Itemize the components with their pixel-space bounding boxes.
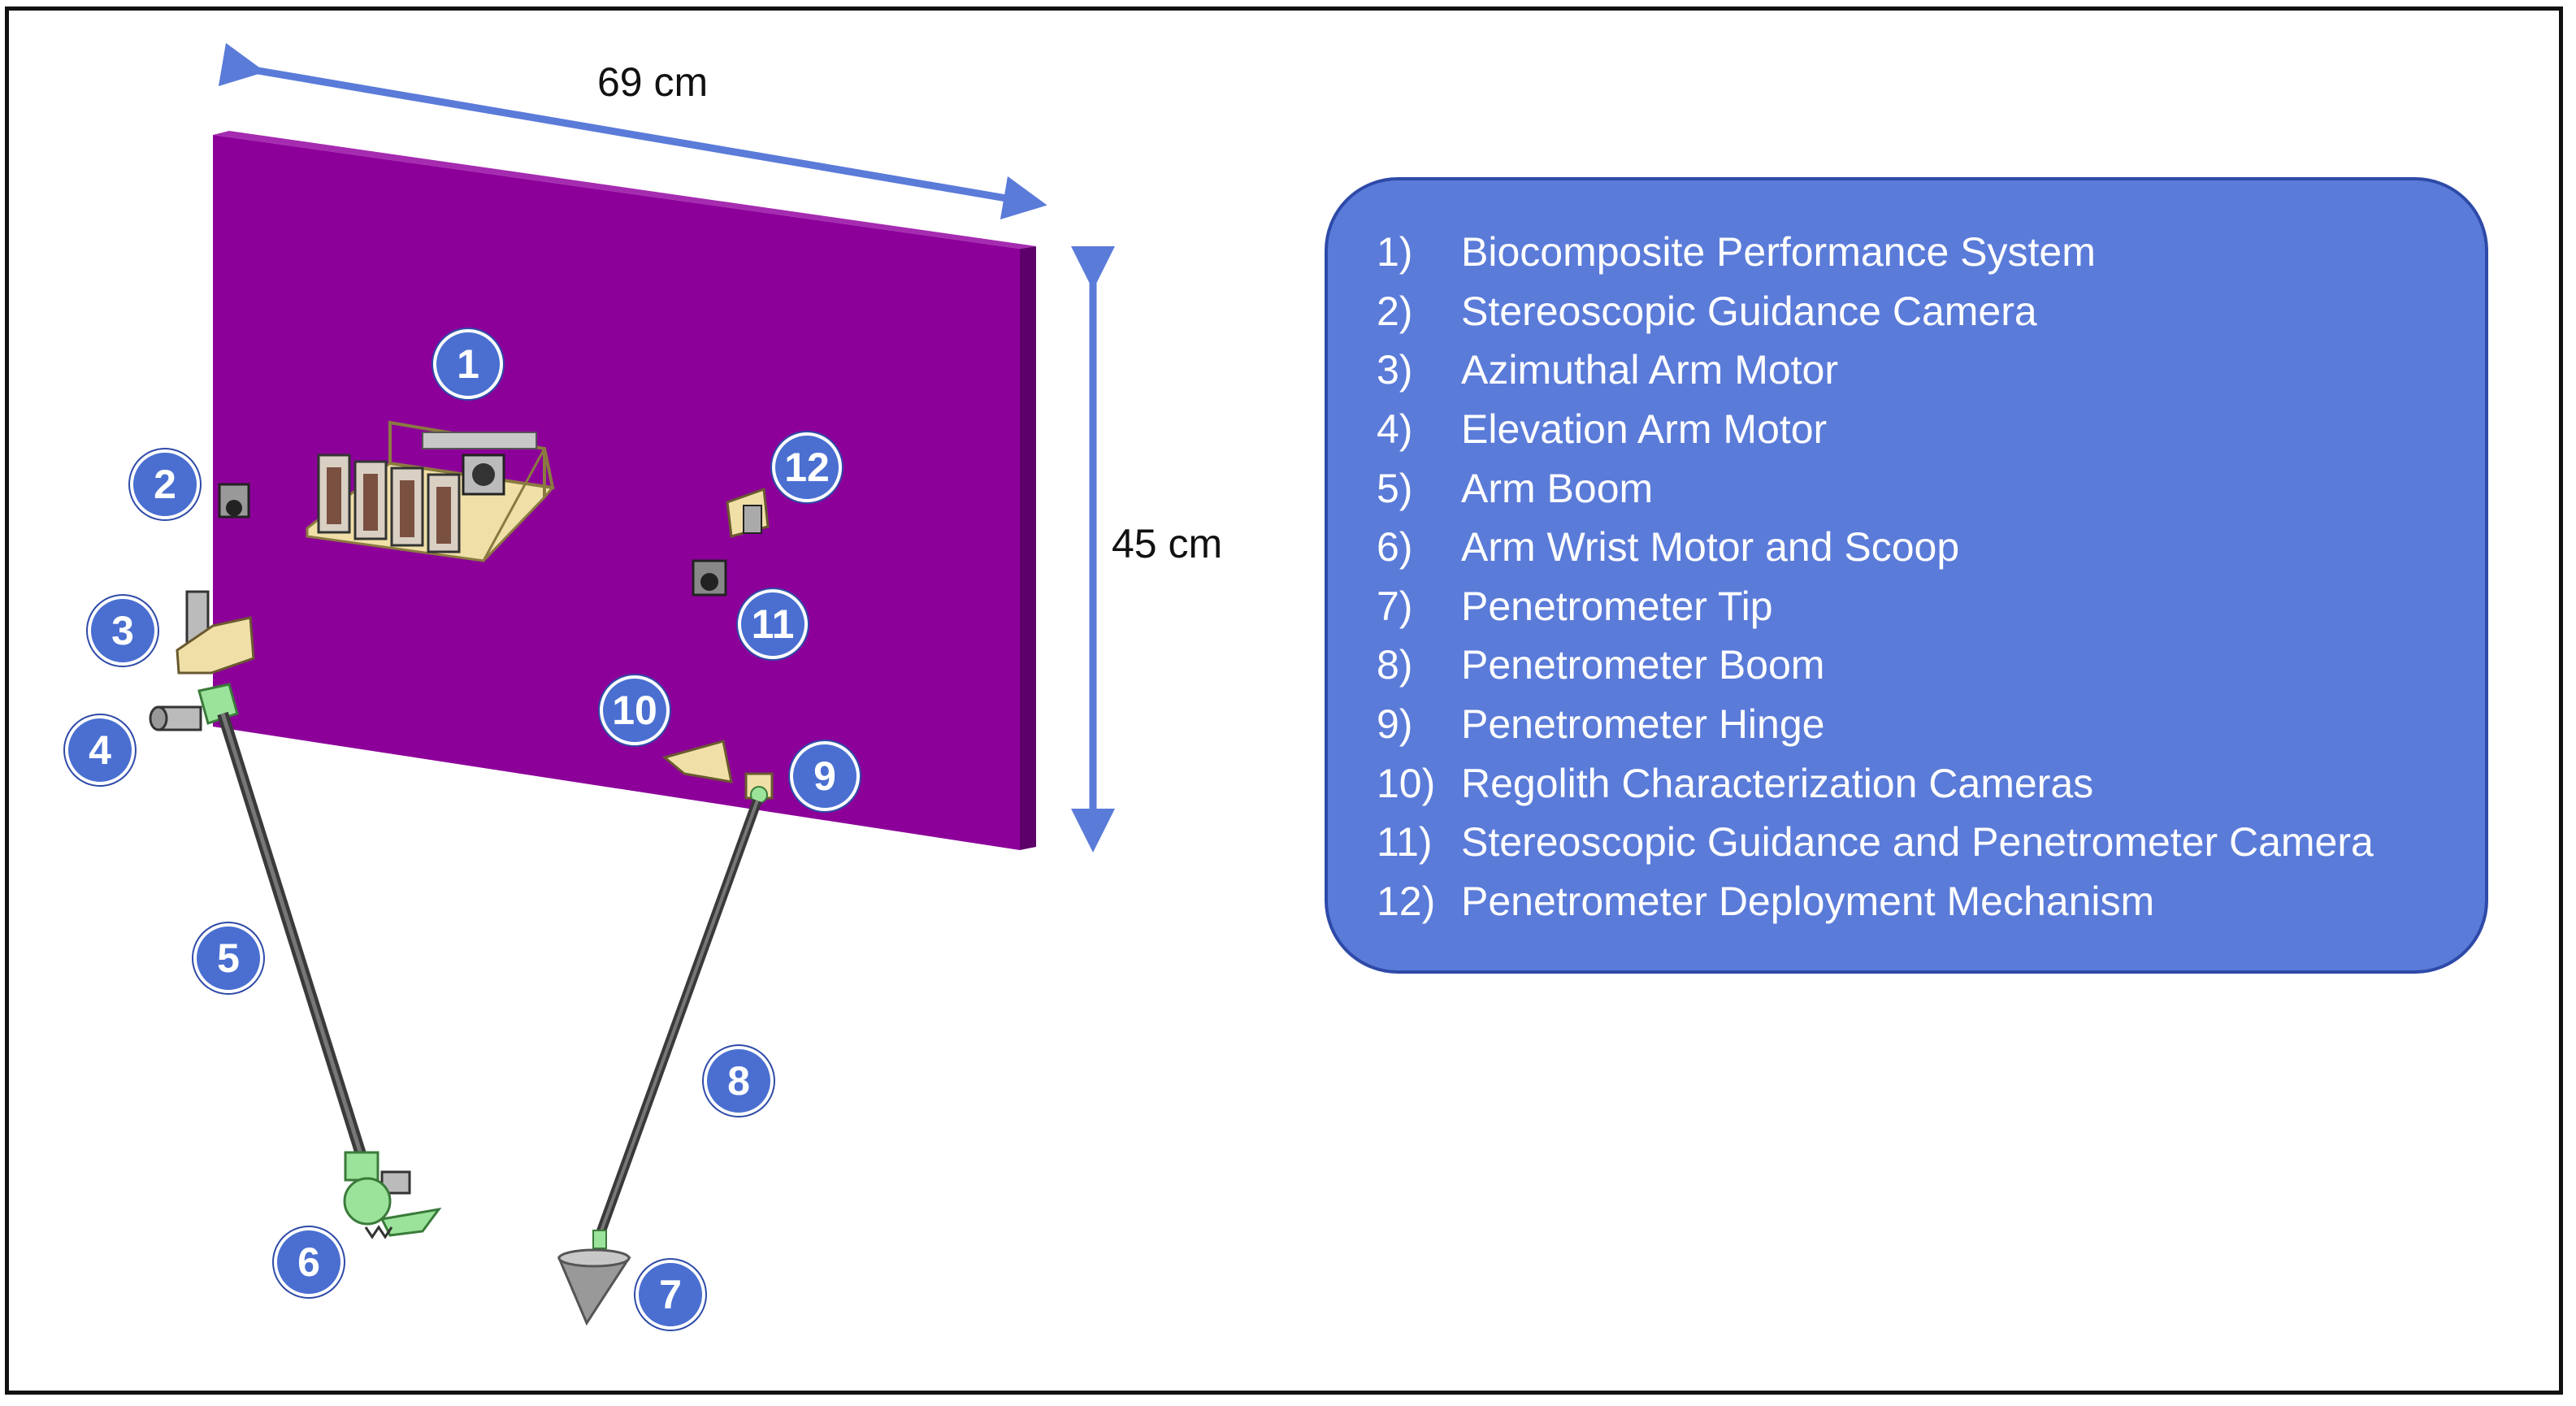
callout-badge-2: 2 <box>130 449 200 519</box>
deck-panel <box>213 131 1036 850</box>
callout-badge-8: 8 <box>704 1046 774 1116</box>
callout-badge-12: 12 <box>772 432 842 502</box>
width-dimension-arrow <box>218 42 1047 220</box>
legend-item: 7) Penetrometer Tip <box>1377 577 2485 636</box>
legend-item-number: 7) <box>1377 583 1413 629</box>
legend-item: 5) Arm Boom <box>1377 458 2485 518</box>
legend-item-number: 9) <box>1377 701 1413 748</box>
legend-item-number: 11) <box>1377 819 1433 866</box>
legend-item: 6) Arm Wrist Motor and Scoop <box>1377 518 2485 577</box>
legend-item-label: Penetrometer Deployment Mechanism <box>1461 878 2155 924</box>
legend-item: 3) Azimuthal Arm Motor <box>1377 341 2485 400</box>
legend-item-number: 1) <box>1377 229 1413 276</box>
callout-badge-10: 10 <box>600 675 670 745</box>
legend-item: 2) Stereoscopic Guidance Camera <box>1377 282 2485 341</box>
callout-badge-11: 11 <box>738 589 808 659</box>
legend-item-number: 5) <box>1377 465 1413 511</box>
legend-item-number: 3) <box>1377 347 1413 393</box>
callout-badge-3: 3 <box>88 596 158 666</box>
legend-item: 10) Regolith Characterization Cameras <box>1377 753 2485 813</box>
legend-item: 1) Biocomposite Performance System <box>1377 223 2485 282</box>
legend-item-number: 12) <box>1377 878 1436 924</box>
legend-item-number: 2) <box>1377 288 1413 334</box>
legend-item: 9) Penetrometer Hinge <box>1377 695 2485 754</box>
legend-item-label: Arm Wrist Motor and Scoop <box>1461 524 1960 571</box>
legend-item-label: Penetrometer Boom <box>1461 642 1825 688</box>
legend-item: 11) Stereoscopic Guidance and Penetromete… <box>1377 813 2485 872</box>
legend-item-label: Penetrometer Hinge <box>1461 701 1825 748</box>
callout-badge-5: 5 <box>193 923 263 993</box>
component-legend: 1) Biocomposite Performance System 2) Ster… <box>1325 177 2488 974</box>
stereoscopic-guidance-penetrometer-camera <box>692 559 727 597</box>
stereoscopic-guidance-camera <box>218 483 250 519</box>
callout-badge-7: 7 <box>635 1260 705 1330</box>
callout-badge-1: 1 <box>433 329 503 399</box>
legend-item-label: Arm Boom <box>1461 465 1654 511</box>
penetrometer-hinge <box>744 772 774 804</box>
legend-item-label: Regolith Characterization Cameras <box>1461 760 2094 806</box>
legend-item-number: 6) <box>1377 524 1413 571</box>
legend-item: 4) Elevation Arm Motor <box>1377 400 2485 459</box>
legend-item-label: Penetrometer Tip <box>1461 583 1773 629</box>
arm-wrist-motor-and-scoop <box>343 1151 442 1239</box>
penetrometer-tip <box>557 1230 631 1326</box>
width-dimension-label: 69 cm <box>597 59 709 105</box>
legend-item-label: Stereoscopic Guidance and Penetrometer C… <box>1461 819 2374 866</box>
legend-item-label: Elevation Arm Motor <box>1461 406 1828 453</box>
biocomposite-performance-system <box>306 420 555 562</box>
legend-item-number: 8) <box>1377 642 1413 688</box>
callout-badge-6: 6 <box>274 1227 344 1297</box>
legend-item: 12) Penetrometer Deployment Mechanism <box>1377 872 2485 931</box>
legend-item-label: Stereoscopic Guidance Camera <box>1461 288 2037 334</box>
callout-badge-4: 4 <box>65 715 135 785</box>
legend-item-label: Biocomposite Performance System <box>1461 229 2096 276</box>
height-dimension-label: 45 cm <box>1112 521 1223 566</box>
penetrometer-deployment-mechanism <box>726 487 770 538</box>
azimuthal-arm-motor <box>176 590 255 675</box>
legend-item-number: 10) <box>1377 760 1436 806</box>
legend-item-number: 4) <box>1377 406 1413 453</box>
regolith-characterization-cameras <box>661 740 733 783</box>
legend-item: 8) Penetrometer Boom <box>1377 636 2485 695</box>
legend-item-label: Azimuthal Arm Motor <box>1461 347 1839 393</box>
callout-badge-9: 9 <box>790 741 860 811</box>
